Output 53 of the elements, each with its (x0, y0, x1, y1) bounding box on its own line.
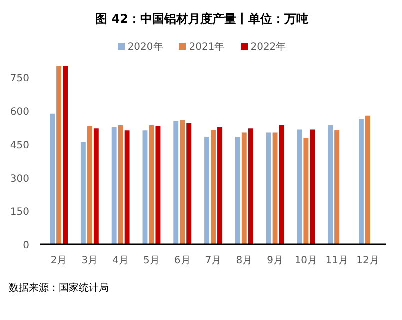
bar (186, 124, 192, 245)
bar (266, 133, 272, 245)
x-tick-label: 11月 (326, 256, 348, 267)
bar (50, 114, 56, 245)
bar (297, 130, 302, 245)
y-tick-label: 450 (10, 140, 30, 152)
bar (218, 128, 222, 245)
bar (359, 119, 364, 245)
bar (112, 128, 117, 245)
bar (124, 131, 130, 245)
bar (94, 129, 99, 245)
bar (87, 126, 92, 245)
chart-title: 图 42：中国铝材月度产量丨单位：万吨 (94, 11, 310, 28)
bar (328, 126, 334, 245)
x-tick-label: 3月 (82, 256, 98, 267)
y-tick-label: 0 (23, 240, 30, 252)
bar (310, 130, 316, 245)
bar (211, 130, 216, 245)
legend-label: 2021年 (188, 42, 225, 54)
bar (118, 126, 124, 245)
x-tick-label: 2月 (50, 256, 68, 267)
bar (80, 142, 86, 245)
y-tick-label: 300 (10, 174, 30, 186)
bar (272, 133, 278, 245)
bar (304, 138, 309, 245)
bar (174, 122, 179, 245)
bar (242, 133, 247, 245)
bar (56, 66, 62, 245)
x-tick-label: 7月 (205, 256, 222, 267)
bar (156, 126, 161, 245)
x-tick-label: 12月 (356, 256, 380, 267)
y-tick-label: 750 (10, 74, 30, 86)
legend-label: 2022年 (250, 42, 286, 54)
source-note: 数据来源：国家统计局 (8, 282, 109, 296)
x-tick-label: 8月 (236, 256, 253, 267)
bar (334, 130, 340, 245)
y-tick-label: 150 (10, 208, 30, 219)
bar (63, 66, 68, 245)
legend-label: 2020年 (126, 42, 164, 54)
bar (149, 126, 154, 245)
x-tick-label: 5月 (144, 256, 160, 267)
x-tick-label: 6月 (174, 256, 191, 267)
bar (248, 129, 254, 245)
bar (204, 137, 210, 245)
x-tick-label: 10月 (294, 256, 318, 267)
bar (365, 116, 370, 245)
y-tick-label: 600 (10, 107, 30, 118)
bar (142, 131, 148, 245)
bar (180, 120, 186, 245)
bar (235, 137, 240, 245)
x-tick-label: 9月 (267, 256, 284, 267)
bar (279, 126, 284, 245)
x-tick-label: 4月 (112, 256, 130, 267)
